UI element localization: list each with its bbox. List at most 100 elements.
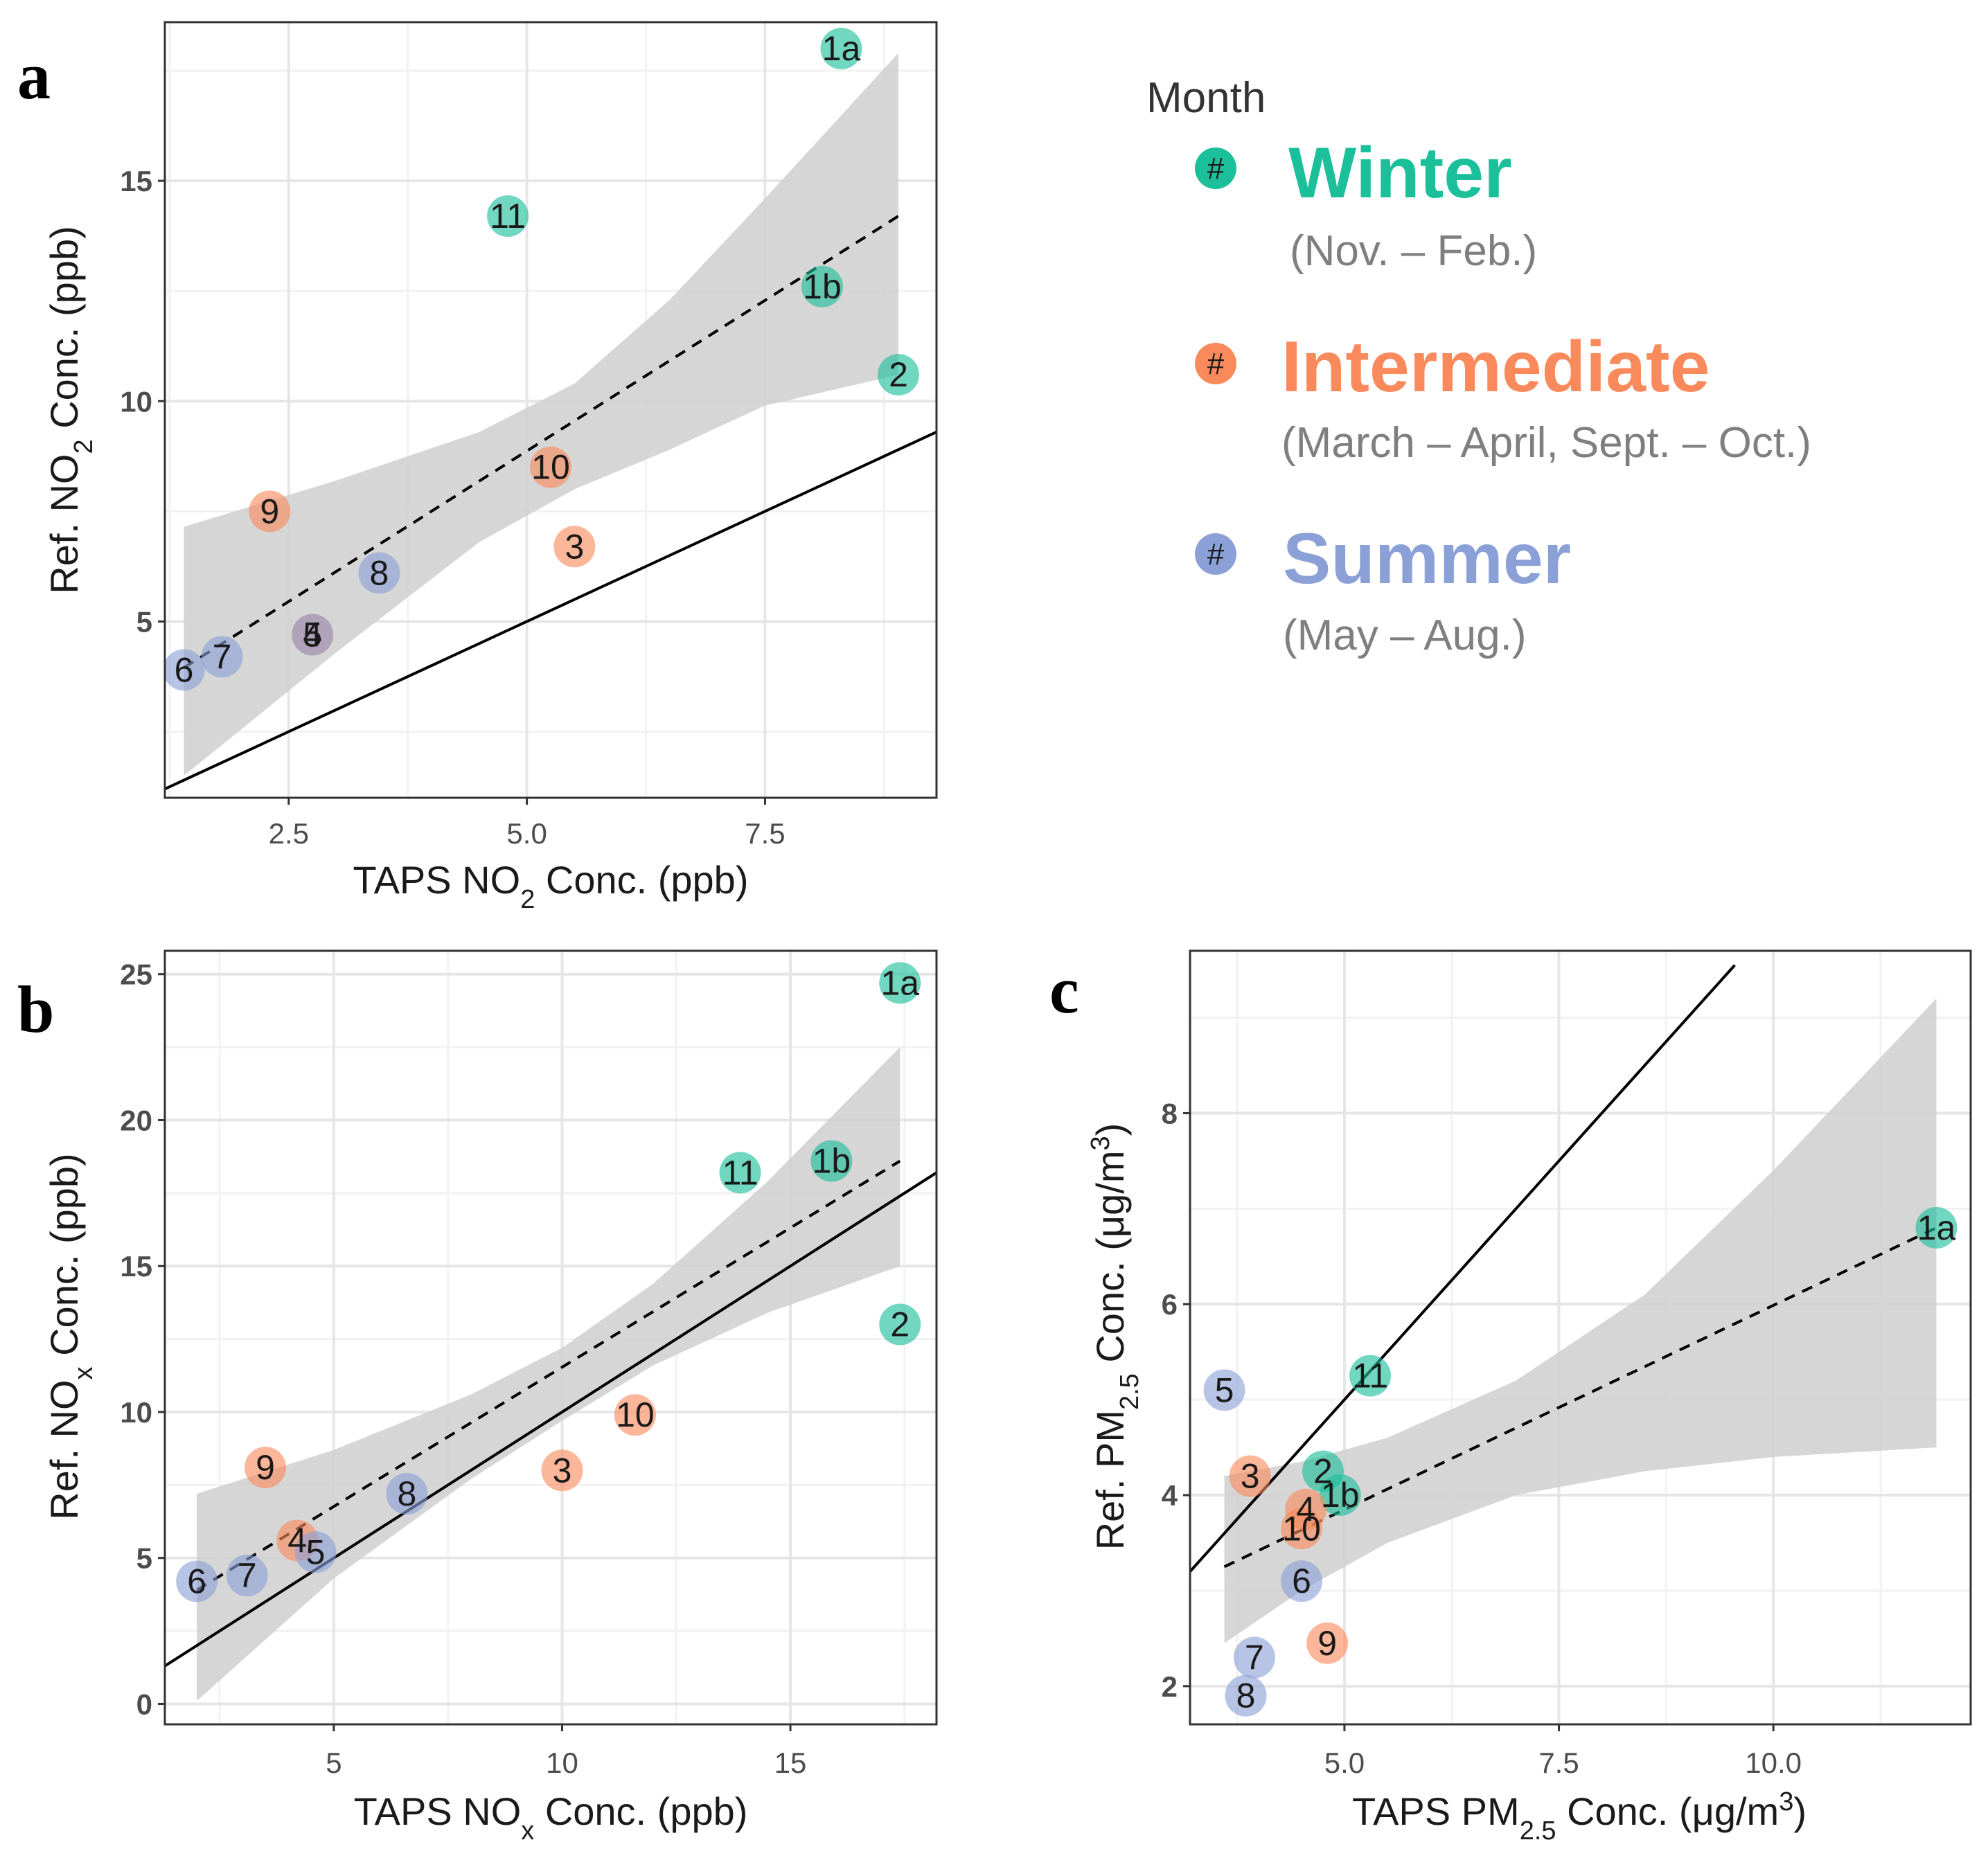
panel-c-point-label-2: 2 <box>1313 1452 1333 1491</box>
panel-c-point-label-9: 9 <box>1317 1624 1337 1663</box>
panel-b-y-tick-label: 0 <box>136 1688 152 1720</box>
panel-c-point-1b <box>1319 1474 1361 1517</box>
panel-a-point-label-3: 3 <box>565 527 584 566</box>
panel-c-point-5 <box>1203 1369 1245 1411</box>
panel-b-frame <box>163 949 938 1726</box>
panel-a-point-8 <box>358 552 400 594</box>
panel-a-point-label-11: 11 <box>490 197 526 235</box>
legend-hash-summer: # <box>1207 537 1225 571</box>
panel-c-one-to-one-line <box>1190 964 1736 1573</box>
panel-c-y-axis-title-sup: 3 <box>1086 1136 1115 1150</box>
panel-c-point-7 <box>1233 1636 1275 1679</box>
panel-a-point-9 <box>249 490 291 533</box>
panel-c-x-axis-title-pre: TAPS PM <box>1352 1789 1520 1833</box>
panel-b-point-1b <box>810 1140 853 1182</box>
panel-a-point-1b <box>801 265 843 307</box>
panel-b-point-10 <box>614 1394 656 1436</box>
panel-c-x-axis-title: TAPS PM2.5 Conc. (μg/m3) <box>1352 1787 1807 1846</box>
panel-b-regression-line <box>196 1159 901 1591</box>
panel-b-point-9 <box>245 1447 287 1489</box>
panel-b-point-label-7: 7 <box>238 1556 257 1595</box>
panel-b-point-label-3: 3 <box>553 1451 572 1490</box>
legend-months-summer: (May – Aug.) <box>1283 611 1526 659</box>
panel-b-y-axis-title-pre: Ref. NO <box>42 1379 86 1519</box>
panel-c-x-axis-title-sub: 2.5 <box>1520 1816 1556 1846</box>
panel-b-y-tick-label: 5 <box>136 1542 152 1575</box>
panel-a-point-5 <box>292 614 334 656</box>
panel-a-x-axis-title: TAPS NO2 Conc. (ppb) <box>353 858 749 914</box>
panel-b-x-axis-title-pre: TAPS NO <box>354 1789 522 1833</box>
panel-c-y-axis-title-pre: Ref. PM <box>1088 1410 1132 1550</box>
panel-c-point-label-7: 7 <box>1245 1638 1264 1677</box>
panel-b-x-tick-label: 5 <box>326 1747 341 1779</box>
panel-b-x-tick-label: 15 <box>774 1747 807 1779</box>
panel-c-point-label-11: 11 <box>1352 1357 1388 1395</box>
panel-b-point-label-5: 5 <box>306 1533 326 1571</box>
panel-b-point-1a <box>879 962 921 1004</box>
panel-c-x-axis-title-post: Conc. (μg/m <box>1556 1789 1780 1833</box>
panel-c-x-tick-label: 5.0 <box>1324 1747 1365 1779</box>
panel-b-point-label-9: 9 <box>256 1448 275 1487</box>
panel-b-y-tick-label: 10 <box>120 1396 152 1429</box>
legend-item-winter: # Winter (Nov. – Feb.) <box>1195 133 1537 275</box>
panel-a-x-tick-label: 7.5 <box>745 817 785 850</box>
panel-b-x-axis-title-sub: x <box>521 1816 534 1846</box>
panel-c-y-tick-label: 2 <box>1162 1670 1178 1703</box>
panel-c-point-label-3: 3 <box>1241 1456 1260 1495</box>
legend-months-winter: (Nov. – Feb.) <box>1290 227 1537 275</box>
panel-b-point-5 <box>294 1531 337 1573</box>
panel-c-point-label-1b: 1b <box>1321 1476 1360 1515</box>
panel-a-point-label-4: 4 <box>303 616 322 654</box>
legend-hash-winter: # <box>1207 152 1225 186</box>
panel-b-y-axis-title: Ref. NOx Conc. (ppb) <box>42 1153 98 1519</box>
panel-c-point-3 <box>1229 1455 1271 1497</box>
panel-b-grid <box>165 951 937 1724</box>
panel-c-frame <box>1189 949 1972 1726</box>
panel-b-y-axis-title-sub: x <box>69 1366 98 1379</box>
panel-a-point-6 <box>165 649 205 691</box>
panel-b-y-tick-label: 15 <box>120 1250 152 1283</box>
panel-b-point-label-8: 8 <box>397 1474 416 1513</box>
season-legend: Month # Winter (Nov. – Feb.) # Intermedi… <box>1146 74 1811 659</box>
panel-c-regression-line <box>1223 1226 1937 1569</box>
panel-c-point-label-4: 4 <box>1296 1490 1315 1529</box>
panel-c-point-label-1a: 1a <box>1917 1208 1956 1247</box>
panel-c-point-label-10: 10 <box>1282 1509 1321 1548</box>
panel-b-x-axis-title-post: Conc. (ppb) <box>534 1789 747 1833</box>
panel-a-y-tick-label: 5 <box>136 605 152 638</box>
panel-b-x-axis-title: TAPS NOx Conc. (ppb) <box>354 1789 748 1846</box>
panel-a-frame <box>163 21 938 799</box>
panel-c-y-tick-label: 4 <box>1162 1479 1178 1512</box>
panel-c-x-axis-title-post2: ) <box>1793 1789 1807 1833</box>
legend-item-summer: # Summer (May – Aug.) <box>1195 519 1571 659</box>
panel-a-point-label-6: 6 <box>175 650 194 689</box>
panel-a-y-tick-label: 10 <box>120 385 152 418</box>
panel-b-point-2 <box>879 1303 921 1346</box>
panel-c-grid <box>1190 951 1971 1724</box>
panel-a-point-1a <box>820 28 862 70</box>
panel-a-y-tick-label: 15 <box>120 165 152 197</box>
panel-a-x-axis-title-pre: TAPS NO <box>353 858 521 902</box>
legend-name-summer: Summer <box>1283 519 1571 599</box>
panel-a-point-label-9: 9 <box>260 492 279 530</box>
panel-b-point-7 <box>226 1555 268 1597</box>
panel-b-y-axis-title-post: Conc. (ppb) <box>42 1153 86 1366</box>
panel-c-y-axis-title: Ref. PM2.5 Conc. (μg/m3) <box>1086 1123 1144 1551</box>
panel-letter-b: b <box>17 972 54 1046</box>
legend-item-intermediate: # Intermediate (March – April, Sept. – O… <box>1195 327 1811 467</box>
panel-letter-a: a <box>17 39 51 113</box>
panel-a-point-11 <box>487 195 529 237</box>
legend-title: Month <box>1146 74 1266 122</box>
panel-a-point-2 <box>877 354 919 396</box>
panel-a-point-7 <box>201 636 243 678</box>
panel-b-point-label-10: 10 <box>616 1395 655 1434</box>
panel-c-y-axis-title-post2: ) <box>1088 1123 1132 1136</box>
panel-b-y-tick-label: 20 <box>120 1104 152 1136</box>
panel-c-point-8 <box>1225 1674 1267 1717</box>
panel-b-x-tick-label: 10 <box>546 1747 578 1779</box>
panel-a-point-label-7: 7 <box>213 637 232 676</box>
panel-a-point-label-2: 2 <box>889 355 908 394</box>
